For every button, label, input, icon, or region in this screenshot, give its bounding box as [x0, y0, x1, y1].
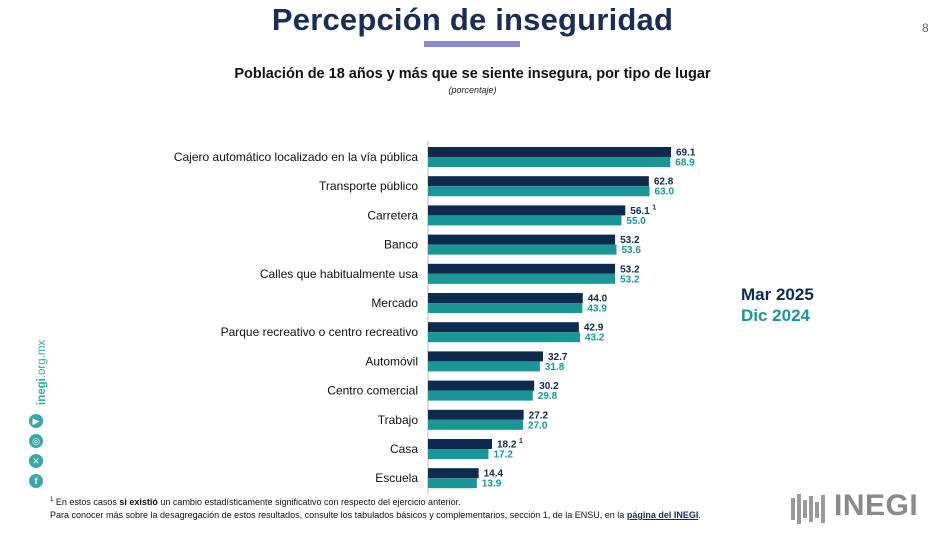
data-label: 56.1	[630, 206, 650, 217]
bar-dic-2024	[428, 244, 617, 255]
footnote-period: .	[698, 510, 701, 520]
category-label: Parque recreativo o centro recreativo	[221, 325, 419, 339]
data-label: 43.2	[585, 333, 605, 344]
data-label: 29.8	[538, 391, 558, 402]
footnote-marker: 1	[519, 438, 523, 445]
data-label: 68.9	[675, 158, 695, 169]
data-label: 32.7	[548, 352, 568, 363]
bar-dic-2024	[428, 157, 671, 167]
data-label: 53.2	[620, 274, 640, 285]
category-label: Trabajo	[378, 413, 419, 427]
category-label: Calles que habitualmente usa	[260, 267, 418, 281]
legend: Mar 2025 Dic 2024	[741, 284, 814, 326]
bar-mar-2025	[428, 234, 616, 245]
bar-dic-2024	[428, 449, 489, 459]
data-label: 43.9	[587, 304, 607, 315]
instagram-icon[interactable]: ◎	[29, 434, 43, 448]
bar-dic-2024	[428, 332, 580, 343]
bar-dic-2024	[428, 419, 523, 430]
website-bold: inegi	[36, 378, 48, 405]
x-icon[interactable]: ✕	[29, 454, 43, 468]
bar-mar-2025	[428, 147, 671, 157]
data-label: 55.0	[626, 216, 646, 227]
category-label: Escuela	[375, 471, 418, 485]
footnote-line-1: 1 En estos casos si existió un cambio es…	[50, 494, 701, 509]
data-label: 42.9	[584, 323, 604, 334]
bar-mar-2025	[428, 293, 583, 303]
inegi-logo-text: INEGI	[834, 489, 919, 522]
data-label: 62.8	[654, 177, 674, 188]
page-number: 8	[922, 21, 929, 35]
data-label: 53.2	[620, 235, 640, 246]
data-label: 27.2	[529, 410, 549, 421]
website-domain: .org.mx	[36, 339, 48, 379]
bar-mar-2025	[428, 263, 616, 274]
footnote-text: En estos casos	[53, 497, 120, 507]
chart-units: (porcentaje)	[448, 85, 497, 95]
data-label: 14.4	[484, 469, 504, 480]
page-title: Percepción de inseguridad	[271, 2, 674, 37]
category-label: Centro comercial	[327, 384, 418, 398]
bar-dic-2024	[428, 215, 622, 226]
bar-mar-2025	[428, 176, 649, 187]
bar-dic-2024	[428, 478, 477, 489]
category-label: Cajero automático localizado en la vía p…	[174, 150, 418, 164]
bar-dic-2024	[428, 303, 583, 313]
data-label: 30.2	[539, 381, 559, 392]
chart-title: Población de 18 años y más que se siente…	[234, 66, 711, 82]
data-label: 44.0	[588, 294, 608, 305]
category-label: Mercado	[371, 296, 418, 310]
category-label: Transporte público	[319, 179, 418, 193]
footnote-bold: si existió	[119, 497, 158, 507]
bar-mar-2025	[428, 351, 543, 362]
legend-item-dic-2024: Dic 2024	[741, 306, 810, 325]
bar-mar-2025	[428, 439, 493, 449]
data-label: 31.8	[545, 362, 565, 373]
category-label: Automóvil	[365, 354, 418, 368]
bar-mar-2025	[428, 409, 524, 420]
data-label: 17.2	[493, 450, 513, 461]
bar-mar-2025	[428, 322, 579, 333]
bar-dic-2024	[428, 361, 540, 372]
data-label: 69.1	[676, 148, 696, 159]
inegi-logo-icon	[791, 494, 825, 524]
bar-mar-2025	[428, 205, 626, 216]
inegi-page-link[interactable]: página del INEGI	[626, 510, 699, 520]
bar-mar-2025	[428, 380, 535, 391]
data-label: 27.0	[528, 420, 548, 431]
data-label: 53.6	[621, 245, 641, 256]
footnote-text-2: Para conocer más sobre la desagregación …	[50, 510, 627, 520]
legend-item-mar-2025: Mar 2025	[741, 285, 814, 304]
category-label: Casa	[390, 442, 418, 456]
footnote-marker: 1	[652, 204, 656, 211]
footnote-mark: 1	[50, 497, 54, 503]
footnote-text-end: un cambio estadísticamente significativo…	[157, 497, 461, 507]
category-label: Carretera	[367, 208, 418, 222]
data-label: 63.0	[655, 187, 675, 198]
title-underline	[424, 41, 520, 47]
bar-dic-2024	[428, 390, 533, 401]
website-text[interactable]: inegi.org.mx	[36, 340, 48, 405]
bar-dic-2024	[428, 186, 650, 197]
bar-mar-2025	[428, 468, 479, 479]
data-label: 53.2	[620, 264, 640, 275]
footnote-line-2: Para conocer más sobre la desagregación …	[50, 509, 701, 522]
category-label: Banco	[384, 238, 418, 252]
bar-dic-2024	[428, 273, 616, 284]
data-label: 13.9	[482, 479, 502, 490]
facebook-icon[interactable]: f	[29, 474, 43, 488]
footnote: 1 En estos casos si existió un cambio es…	[50, 494, 701, 522]
data-label: 18.2	[497, 440, 517, 451]
youtube-icon[interactable]: ▶	[29, 414, 43, 428]
